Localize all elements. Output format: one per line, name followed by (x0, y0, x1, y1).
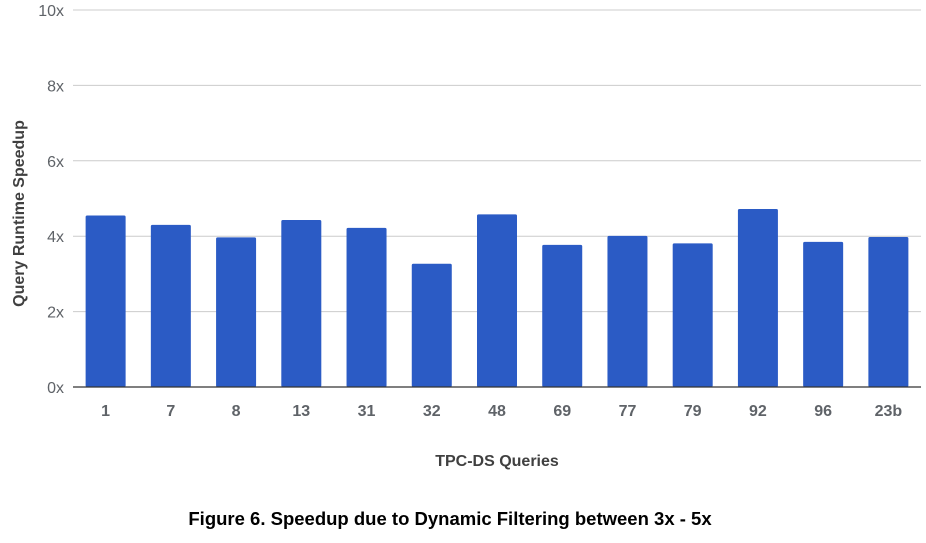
x-tick-label: 96 (814, 403, 832, 420)
y-axis-ticks: 0x 2x 4x 6x 8x 10x (38, 3, 64, 397)
bar-query-32 (411, 263, 452, 387)
x-tick-label: 1 (101, 403, 110, 420)
figure-caption: Figure 6. Speedup due to Dynamic Filteri… (188, 508, 712, 529)
x-tick-label: 31 (358, 403, 376, 420)
bar-query-13 (281, 219, 322, 387)
x-tick-label: 48 (488, 403, 506, 420)
bar-query-77 (607, 235, 648, 387)
y-tick-label: 0x (47, 380, 64, 397)
y-tick-label: 8x (47, 78, 64, 95)
bar-query-92 (737, 209, 778, 387)
bar-query-69 (542, 244, 583, 387)
x-tick-label: 32 (423, 403, 441, 420)
x-tick-label: 7 (166, 403, 175, 420)
x-axis-title: TPC-DS Queries (435, 453, 559, 470)
y-tick-label: 6x (47, 154, 64, 171)
x-tick-label: 92 (749, 403, 767, 420)
y-tick-label: 4x (47, 229, 64, 246)
y-axis-title: Query Runtime Speedup (11, 120, 28, 307)
y-tick-label: 10x (38, 3, 64, 20)
x-tick-label: 13 (292, 403, 310, 420)
bar-query-96 (803, 241, 844, 387)
bar-query-79 (672, 243, 713, 387)
bars (85, 209, 909, 387)
x-tick-label: 69 (553, 403, 571, 420)
bar-chart: 0x 2x 4x 6x 8x 10x 1 7 8 13 31 32 48 69 77 79 92 96 23b T… (11, 3, 921, 470)
bar-query-23b (868, 236, 909, 387)
gridlines (73, 9, 921, 313)
x-axis-ticks: 1 7 8 13 31 32 48 69 77 79 92 96 23b (101, 403, 902, 420)
x-tick-label: 23b (875, 403, 903, 420)
y-tick-label: 2x (47, 305, 64, 322)
x-tick-label: 77 (619, 403, 637, 420)
bar-query-31 (346, 227, 387, 387)
bar-query-7 (150, 224, 191, 387)
bar-query-1 (85, 215, 126, 387)
x-tick-label: 79 (684, 403, 702, 420)
bar-query-8 (216, 237, 257, 387)
x-tick-label: 8 (232, 403, 241, 420)
bar-query-48 (477, 214, 517, 387)
